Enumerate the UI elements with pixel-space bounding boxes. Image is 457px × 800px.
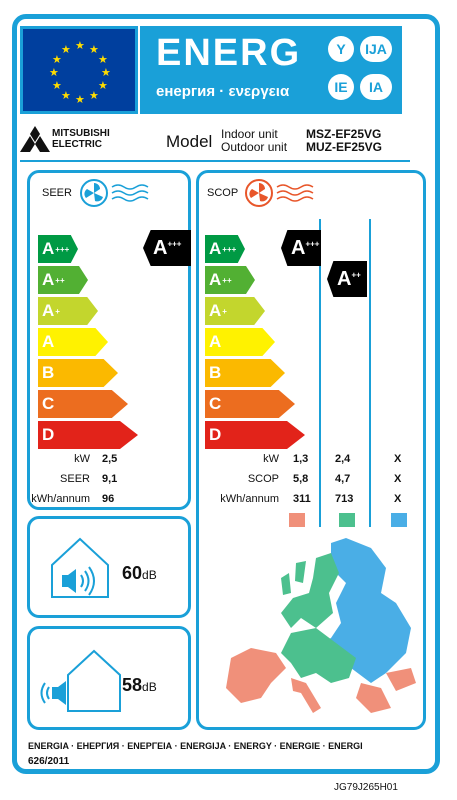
- scop-title: SCOP: [207, 187, 239, 199]
- outdoor-noise-panel: 58dB: [27, 626, 191, 730]
- scop-arrow-4: A: [205, 328, 275, 356]
- scop-row-value: 5,8: [293, 473, 309, 485]
- unit-labels: Indoor unit Outdoor unit: [221, 128, 287, 154]
- indoor-noise-value: 60dB: [122, 563, 157, 584]
- brand-name: MITSUBISHI ELECTRIC: [52, 128, 110, 150]
- outdoor-sound-house-icon: [40, 649, 121, 712]
- zone-swatch-average: [289, 513, 305, 527]
- outdoor-unit-value: MUZ-EF25VG: [306, 140, 383, 154]
- energy-subtitle: енергия · ενεργεια: [156, 83, 290, 100]
- seer-arrow-6: C: [38, 390, 128, 418]
- svg-text:★: ★: [52, 54, 62, 66]
- scop-rating-badge-colder: A++: [327, 261, 367, 297]
- seer-row-label: kWh/annum: [31, 493, 90, 505]
- scop-panel: SCOP A +++ A ++ A + A B C D A+++ A++ kW 1,3 2,4 X…: [196, 170, 426, 730]
- seer-arrow-1: A +++: [38, 235, 78, 263]
- footer-languages: ENERGIA · ЕНЕРГИЯ · ΕΝΕΡΓΕΙΑ · ENERGIJA …: [28, 741, 363, 751]
- scop-arrow-7: D: [205, 421, 305, 449]
- scop-row-value: X: [394, 473, 402, 485]
- lang-badge: IJA: [360, 36, 392, 62]
- seer-rating-badge: A+++: [143, 230, 191, 266]
- eu-flag-icon: ★ ★ ★ ★ ★ ★ ★ ★ ★ ★ ★ ★: [20, 26, 138, 114]
- indoor-sound-house-icon: [51, 537, 109, 598]
- seer-row-value: 9,1: [102, 473, 118, 485]
- column-divider: [319, 219, 321, 527]
- seer-rating: A+++: [153, 236, 182, 259]
- seer-arrow-3: A +: [38, 297, 98, 325]
- svg-text:★: ★: [89, 44, 99, 56]
- seer-row-label: kW: [74, 453, 90, 465]
- scop-arrow-1: A +++: [205, 235, 245, 263]
- svg-text:★: ★: [89, 90, 99, 102]
- mitsubishi-diamonds-icon: [20, 126, 50, 152]
- scop-row-label: kW: [263, 453, 279, 465]
- scop-rating-badge-average: A+++: [281, 230, 321, 266]
- svg-text:★: ★: [98, 80, 108, 92]
- svg-text:★: ★: [98, 54, 108, 66]
- energy-title-box: ENERG енергия · ενεργεια Y IJA IE IA: [140, 26, 402, 114]
- seer-arrow-2: A ++: [38, 266, 88, 294]
- lang-badge: Y: [328, 36, 354, 62]
- svg-text:★: ★: [101, 67, 111, 79]
- indoor-noise-number: 60: [122, 563, 143, 583]
- scop-rating-colder: A++: [337, 267, 361, 290]
- seer-row-label: SEER: [60, 473, 90, 485]
- seer-row-value: 2,5: [102, 453, 118, 465]
- lang-badge: IE: [328, 74, 354, 100]
- scop-row-value: 311: [293, 493, 311, 505]
- scop-row-value: 1,3: [293, 453, 309, 465]
- energy-title: ENERG: [156, 32, 302, 74]
- cooling-fan-icon: [80, 179, 149, 207]
- brand-logo: MITSUBISHI ELECTRIC: [20, 126, 130, 158]
- column-divider: [369, 219, 371, 527]
- seer-title: SEER: [42, 187, 72, 199]
- scop-row-value: X: [394, 493, 402, 505]
- unit-values: MSZ-EF25VG MUZ-EF25VG: [306, 128, 382, 154]
- scop-row-value: X: [394, 453, 402, 465]
- regulation-number: 626/2011: [28, 756, 70, 767]
- indoor-noise-panel: 60dB: [27, 516, 191, 618]
- outdoor-noise-number: 58: [122, 675, 143, 695]
- zone-swatch-colder: [339, 513, 355, 527]
- outdoor-unit-label: Outdoor unit: [221, 140, 288, 154]
- energy-banner: ★ ★ ★ ★ ★ ★ ★ ★ ★ ★ ★ ★ ENERG енергия · …: [20, 26, 402, 114]
- zone-swatch-warmer: [391, 513, 407, 527]
- seer-row-value: 96: [102, 493, 115, 505]
- seer-arrow-7: D: [38, 421, 138, 449]
- seer-arrow-5: B: [38, 359, 118, 387]
- lang-badge: IA: [360, 74, 392, 100]
- svg-text:★: ★: [61, 44, 71, 56]
- brand-line1: MITSUBISHI: [52, 128, 110, 139]
- indoor-unit-value: MSZ-EF25VG: [306, 127, 382, 141]
- svg-text:★: ★: [52, 80, 62, 92]
- scop-arrow-6: C: [205, 390, 295, 418]
- scop-rating-average: A+++: [291, 236, 320, 259]
- label-code: JG79J265H01: [334, 782, 398, 793]
- brand-line2: ELECTRIC: [52, 139, 102, 150]
- scop-arrow-3: A +: [205, 297, 265, 325]
- outdoor-noise-value: 58dB: [122, 675, 157, 696]
- outdoor-noise-unit: dB: [142, 680, 157, 694]
- scop-row-value: 2,4: [335, 453, 351, 465]
- scop-row-value: 713: [335, 493, 354, 505]
- svg-text:★: ★: [75, 94, 85, 106]
- model-row: MITSUBISHI ELECTRIC Model Indoor unit Ou…: [20, 122, 430, 162]
- indoor-unit-label: Indoor unit: [221, 127, 278, 141]
- europe-climate-map-icon: [226, 538, 416, 713]
- scop-arrow-5: B: [205, 359, 285, 387]
- scop-arrow-2: A ++: [205, 266, 255, 294]
- scop-row-value: 4,7: [335, 473, 351, 485]
- seer-panel: SEER A +++ A ++ A + A B C D A+++ kW 2,5 SEER 9,1 …: [27, 170, 191, 510]
- heating-fan-icon: [245, 179, 314, 207]
- seer-arrow-4: A: [38, 328, 108, 356]
- scop-row-label: SCOP: [247, 473, 279, 485]
- scop-row-label: kWh/annum: [220, 493, 279, 505]
- model-label: Model: [166, 132, 213, 151]
- divider: [20, 160, 410, 162]
- svg-text:★: ★: [75, 40, 85, 52]
- svg-text:★: ★: [61, 90, 71, 102]
- indoor-noise-unit: dB: [142, 568, 157, 582]
- svg-text:★: ★: [49, 67, 59, 79]
